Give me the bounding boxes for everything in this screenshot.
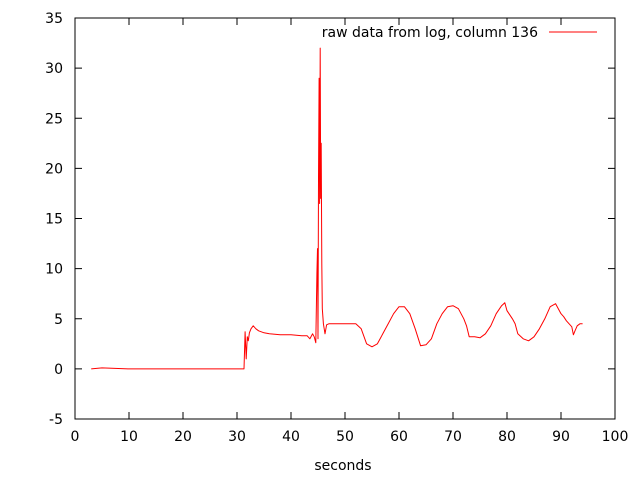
y-tick-label: 15	[45, 212, 63, 228]
y-tick-label: 20	[45, 161, 63, 177]
x-tick-label: 90	[552, 429, 570, 445]
y-tick-label: -5	[49, 412, 63, 428]
x-tick-label: 80	[498, 429, 516, 445]
y-tick-label: 30	[45, 61, 63, 77]
x-tick-label: 0	[71, 429, 80, 445]
series-layer	[91, 47, 583, 370]
y-tick-label: 25	[45, 111, 63, 127]
y-tick-label: 10	[45, 262, 63, 278]
x-tick-label: 30	[228, 429, 246, 445]
x-tick-label: 70	[444, 429, 462, 445]
x-tick-label: 50	[336, 429, 354, 445]
x-tick-label: 100	[602, 429, 629, 445]
x-axis-label: seconds	[314, 458, 371, 474]
y-tick-label: 35	[45, 11, 63, 27]
axis-ticks	[74, 17, 616, 420]
x-tick-label: 60	[390, 429, 408, 445]
x-tick-label: 10	[120, 429, 138, 445]
legend-label: raw data from log, column 136	[322, 25, 538, 41]
y-tick-label: 0	[54, 362, 63, 378]
x-tick-label: 40	[282, 429, 300, 445]
x-tick-label: 20	[174, 429, 192, 445]
legend: raw data from log, column 136	[322, 25, 597, 41]
plot-area-frame	[74, 17, 616, 420]
series-line-0	[91, 47, 583, 370]
axis-tick-labels: 0 10 20 30 40 50 60 70 80 90 100 -5 0 5 10 15 20 25 30 35	[45, 11, 628, 445]
y-tick-label: 5	[54, 312, 63, 328]
